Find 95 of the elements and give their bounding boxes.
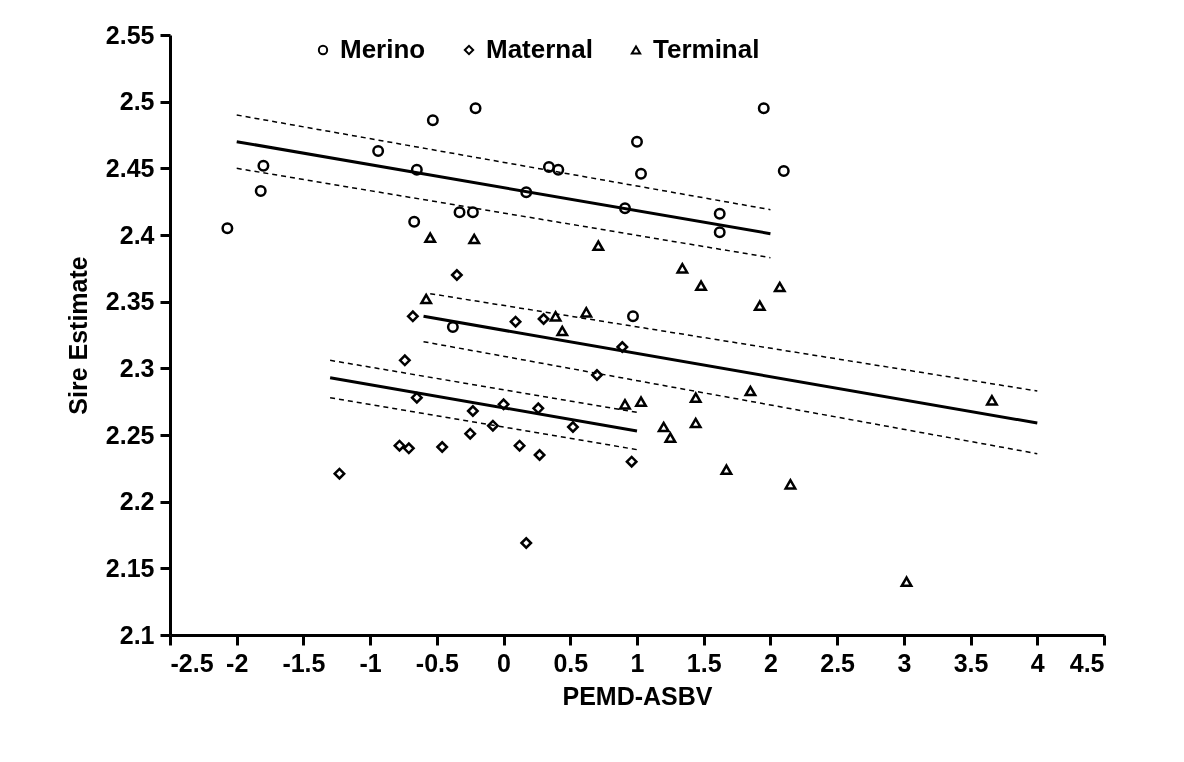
x-tick-label: 2 bbox=[763, 648, 778, 677]
point bbox=[556, 325, 569, 337]
x-tick-label: -2.5 bbox=[170, 648, 214, 677]
y-tick-label: 2.3 bbox=[119, 353, 155, 382]
point bbox=[410, 391, 423, 404]
y-axis-title: Sire Estimate bbox=[63, 256, 92, 415]
point bbox=[664, 432, 677, 444]
point bbox=[627, 310, 639, 323]
point bbox=[695, 280, 708, 292]
point bbox=[985, 394, 998, 406]
point bbox=[631, 135, 643, 148]
point bbox=[453, 206, 466, 219]
point bbox=[372, 145, 385, 157]
point bbox=[221, 222, 234, 235]
point bbox=[744, 385, 757, 397]
point bbox=[689, 392, 702, 404]
legend-label: Merino bbox=[340, 34, 426, 64]
point bbox=[777, 165, 790, 177]
y-tick-label: 2.15 bbox=[105, 553, 155, 582]
x-tick-label: -1 bbox=[359, 648, 382, 677]
point bbox=[635, 396, 647, 408]
point bbox=[254, 185, 267, 197]
point bbox=[513, 439, 526, 452]
x-tick-label: -2 bbox=[226, 648, 249, 677]
y-tick-label: 2.4 bbox=[119, 220, 155, 249]
point bbox=[402, 442, 415, 455]
legend-label: Terminal bbox=[653, 34, 760, 64]
point bbox=[469, 102, 482, 115]
point bbox=[619, 398, 631, 410]
point bbox=[689, 417, 702, 429]
x-tick-label: 0 bbox=[497, 648, 512, 677]
point bbox=[466, 206, 479, 219]
point bbox=[720, 464, 733, 476]
x-tick-label: 3 bbox=[897, 648, 912, 677]
point bbox=[619, 202, 631, 215]
point bbox=[900, 576, 913, 588]
y-tick-label: 2.2 bbox=[119, 487, 155, 516]
point bbox=[424, 232, 437, 244]
point bbox=[426, 114, 439, 127]
point bbox=[408, 215, 421, 228]
x-tick-label: 4 bbox=[1030, 648, 1045, 677]
x-tick-label: 3.5 bbox=[953, 648, 989, 677]
y-tick-label: 2.5 bbox=[119, 87, 155, 116]
point bbox=[468, 233, 481, 245]
point bbox=[450, 269, 463, 281]
point bbox=[393, 439, 406, 452]
point bbox=[436, 441, 449, 453]
point bbox=[420, 293, 433, 305]
point bbox=[486, 419, 499, 432]
point bbox=[590, 369, 603, 381]
point bbox=[406, 310, 419, 323]
point bbox=[566, 421, 579, 433]
point bbox=[616, 341, 629, 353]
x-tick-label: -0.5 bbox=[415, 648, 459, 677]
point bbox=[635, 167, 647, 180]
x-axis-title: PEMD-ASBV bbox=[562, 681, 713, 710]
point bbox=[753, 300, 766, 312]
point bbox=[757, 102, 770, 115]
x-tick-label: 4.5 bbox=[1069, 648, 1105, 677]
y-tick-label: 2.45 bbox=[105, 153, 155, 182]
point bbox=[497, 398, 510, 411]
legend-label: Maternal bbox=[486, 34, 593, 64]
point bbox=[446, 321, 459, 333]
point bbox=[592, 240, 605, 252]
point bbox=[542, 161, 555, 173]
point bbox=[398, 354, 411, 367]
point bbox=[410, 163, 423, 176]
y-tick-label: 2.55 bbox=[105, 20, 155, 49]
x-tick-label: 0.5 bbox=[553, 648, 589, 677]
point bbox=[784, 478, 797, 490]
point bbox=[676, 262, 689, 274]
point bbox=[625, 455, 638, 468]
point bbox=[537, 313, 550, 325]
point bbox=[580, 306, 593, 318]
x-tick-label: -1.5 bbox=[282, 648, 326, 677]
point bbox=[713, 207, 726, 220]
point bbox=[549, 310, 562, 322]
point bbox=[520, 537, 533, 549]
x-tick-label: 2.5 bbox=[820, 648, 856, 677]
point bbox=[533, 449, 546, 461]
point bbox=[520, 186, 533, 199]
x-tick-label: 1 bbox=[630, 648, 645, 677]
y-tick-label: 2.1 bbox=[119, 620, 155, 649]
x-tick-label: 1.5 bbox=[686, 648, 722, 677]
point bbox=[773, 281, 786, 293]
point bbox=[509, 315, 522, 328]
point bbox=[257, 159, 270, 172]
point bbox=[552, 163, 565, 176]
point bbox=[333, 467, 346, 480]
point bbox=[713, 226, 726, 239]
point bbox=[657, 421, 670, 433]
y-tick-label: 2.25 bbox=[105, 420, 155, 449]
y-tick-label: 2.35 bbox=[105, 287, 155, 316]
point bbox=[464, 427, 477, 440]
point bbox=[466, 405, 479, 417]
